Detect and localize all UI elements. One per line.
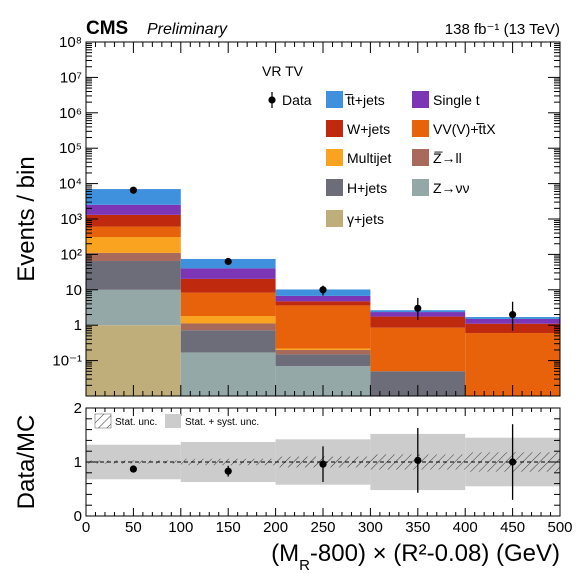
data-point (319, 286, 327, 294)
stack-bar-3-1 (180, 323, 276, 331)
x-axis-title: (MR-800) × (R²-0.08) (GeV) (271, 540, 560, 573)
legend-swatch (412, 179, 429, 196)
x-tick-label: 250 (310, 519, 335, 536)
top-y-axis-title: Events / bin (13, 156, 40, 281)
legend-label: Z→νν (433, 180, 470, 196)
stack-bar-4-0 (86, 237, 181, 253)
main-plot-axes: 10⁻¹ 1 10 10² 10³ 10⁴ 10⁵ 10⁶ 10⁷ 10⁸ (52, 34, 561, 396)
stack-bar-2-1 (180, 330, 276, 353)
legend-swatch (412, 91, 429, 108)
x-tick-label: 400 (453, 519, 478, 536)
x-tick-label: 50 (125, 519, 142, 536)
y-tick-label: 10² (60, 246, 82, 263)
data-point (508, 310, 517, 319)
stack-bar-2-0 (86, 261, 181, 290)
stack-bar-6-1 (180, 278, 276, 293)
stack-bar-5-2 (275, 305, 371, 349)
data-points (129, 186, 517, 331)
legend-swatch (326, 91, 343, 108)
stack-bar-0-0 (86, 325, 181, 396)
stack-bar-6-3 (370, 316, 466, 328)
ratio-point (129, 465, 137, 473)
legend-swatch (412, 149, 429, 166)
stack-bar-4-2 (275, 348, 371, 350)
y-tick-label: 10 (65, 282, 82, 299)
stat-band (86, 460, 181, 464)
main-plot-panel: 10⁻¹ 1 10 10² 10³ 10⁴ 10⁵ 10⁶ 10⁷ 10⁸ (52, 34, 561, 397)
legend-label: t̅t+jets (344, 92, 385, 108)
stack-bar-7-0 (86, 204, 181, 215)
ratio-y-tick-label: 2 (74, 400, 82, 417)
data-point (414, 304, 422, 312)
data-point (129, 186, 137, 194)
y-tick-label: 10⁴ (59, 176, 82, 193)
data-point (224, 257, 232, 266)
stack-bar-8-0 (86, 189, 181, 205)
stack-bar-5-0 (86, 226, 181, 238)
x-tick-label: 450 (500, 519, 525, 536)
stack-bar-7-2 (275, 295, 371, 302)
y-tick-label: 10⁶ (59, 105, 82, 122)
legend-label: W+jets (347, 121, 390, 137)
legend-swatch (326, 179, 343, 196)
legend-label: VV(V)+t̅tX (433, 121, 496, 137)
experiment-label: CMS (86, 18, 128, 39)
stack-bar-7-1 (180, 268, 276, 279)
x-tick-label: 150 (216, 519, 241, 536)
ratio-y-tick-label: 0 (74, 508, 82, 525)
legend-label: Z̅→ll (433, 150, 462, 166)
ratio-plot-panel: 0 1 2 0 50 100 150 200 250 300 350 400 450 500 Stat. … (74, 400, 573, 536)
ratio-points (129, 424, 517, 500)
region-label: VR TV (262, 63, 304, 79)
ratio-point (414, 456, 422, 464)
y-tick-label: 10⁷ (60, 69, 82, 86)
x-tick-label: 0 (82, 519, 90, 536)
legend-data-label: Data (282, 92, 312, 108)
main-plot-frame (85, 41, 561, 397)
legend-swatch (412, 120, 429, 137)
stack-bar-5-3 (370, 327, 466, 372)
legend-label: γ+jets (347, 211, 384, 227)
stack-bar-5-1 (180, 292, 276, 316)
y-tick-label: 10⁸ (59, 34, 82, 51)
band-legend: Stat. unc. Stat. + syst. unc. (94, 413, 259, 429)
legend-swatch (326, 120, 343, 137)
stack-bar-6-2 (275, 301, 371, 306)
y-tick-label: 1 (74, 317, 82, 334)
x-tick-label: 300 (358, 519, 383, 536)
x-tick-label: 100 (168, 519, 193, 536)
ratio-point (319, 460, 327, 468)
stack-bar-2-2 (275, 354, 371, 367)
legend-label: Single t (433, 92, 480, 108)
status-label: Preliminary (147, 21, 228, 38)
legend-label: Multijet (347, 150, 391, 166)
x-tick-label: 500 (547, 519, 572, 536)
stack-bar-1-0 (86, 289, 181, 326)
bottom-y-axis-title: Data/MC (13, 415, 40, 510)
lumi-label: 138 fb⁻¹ (13 TeV) (445, 21, 560, 38)
x-tick-label: 200 (263, 519, 288, 536)
y-tick-label: 10⁵ (59, 140, 82, 157)
stat-band-swatch (94, 413, 112, 429)
legend-swatch (326, 210, 343, 227)
stack-bar-3-0 (86, 252, 181, 262)
ratio-point (224, 467, 232, 475)
stack-bar-4-1 (180, 315, 276, 324)
x-tick-label: 350 (405, 519, 430, 536)
syst-band-swatch (165, 414, 181, 428)
legend: VR TV Data t̅t+jets Single t W+jets VV(V)+t̅… (262, 63, 496, 227)
ratio-point (508, 458, 517, 466)
y-tick-label: 10⁻¹ (52, 353, 82, 370)
ratio-plot-frame (85, 407, 561, 517)
stack-bar-3-2 (275, 349, 371, 355)
legend-label: H+jets (347, 180, 387, 196)
ratio-y-tick-label: 1 (74, 454, 82, 471)
stat-band-label: Stat. unc. (115, 417, 157, 428)
stack-bar-6-0 (86, 214, 181, 227)
syst-band-label: Stat. + syst. unc. (185, 417, 259, 428)
legend-swatch (326, 149, 343, 166)
y-tick-label: 10³ (60, 211, 82, 228)
